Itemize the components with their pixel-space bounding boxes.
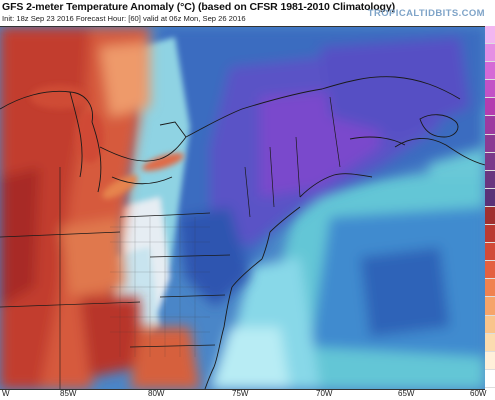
- warm-anomaly-field: [0, 27, 200, 389]
- color-scale-swatch: [485, 261, 495, 280]
- color-scale-swatch: [485, 116, 495, 135]
- color-scale-bar: [485, 26, 495, 388]
- tick-label: 75W: [232, 389, 249, 398]
- longitude-axis: W 85W 80W 75W 70W 65W 60W: [0, 389, 487, 400]
- county-lines: [110, 217, 210, 357]
- tick-label: W: [2, 389, 10, 398]
- color-scale-swatch: [485, 351, 495, 370]
- coastlines: [0, 76, 485, 389]
- map-svg: [0, 27, 485, 389]
- tick-label: 85W: [60, 389, 77, 398]
- tick-label: 65W: [398, 389, 415, 398]
- color-scale-swatch: [485, 134, 495, 153]
- color-scale-swatch: [485, 297, 495, 316]
- brand-watermark: TROPICALTIDBITS.COM: [367, 8, 485, 19]
- color-scale-swatch: [485, 26, 495, 45]
- color-scale-swatch: [485, 279, 495, 298]
- color-scale-swatch: [485, 369, 495, 388]
- color-scale-swatch: [485, 98, 495, 117]
- color-scale-swatch: [485, 80, 495, 99]
- color-scale-swatch: [485, 243, 495, 262]
- tick-label: 80W: [148, 389, 165, 398]
- color-scale-swatch: [485, 206, 495, 226]
- tick-label: 70W: [316, 389, 333, 398]
- cold-anomaly-field: [150, 27, 485, 307]
- color-scale-swatch: [485, 44, 495, 63]
- map-title: GFS 2-meter Temperature Anomaly (°C) (ba…: [2, 1, 395, 13]
- color-scale-swatch: [485, 225, 495, 244]
- color-scale-swatch: [485, 170, 495, 189]
- tick-label: 60W: [470, 389, 487, 398]
- header: GFS 2-meter Temperature Anomaly (°C) (ba…: [0, 0, 495, 26]
- temperature-anomaly-map: [0, 26, 485, 390]
- color-scale-swatch: [485, 315, 495, 334]
- color-scale-swatch: [485, 152, 495, 171]
- color-scale-swatch: [485, 62, 495, 81]
- map-subtitle: Init: 18z Sep 23 2016 Forecast Hour: [60…: [2, 14, 246, 23]
- lake-warm-spots: [30, 85, 185, 199]
- color-scale-swatch: [485, 188, 495, 207]
- color-scale-swatch: [485, 333, 495, 352]
